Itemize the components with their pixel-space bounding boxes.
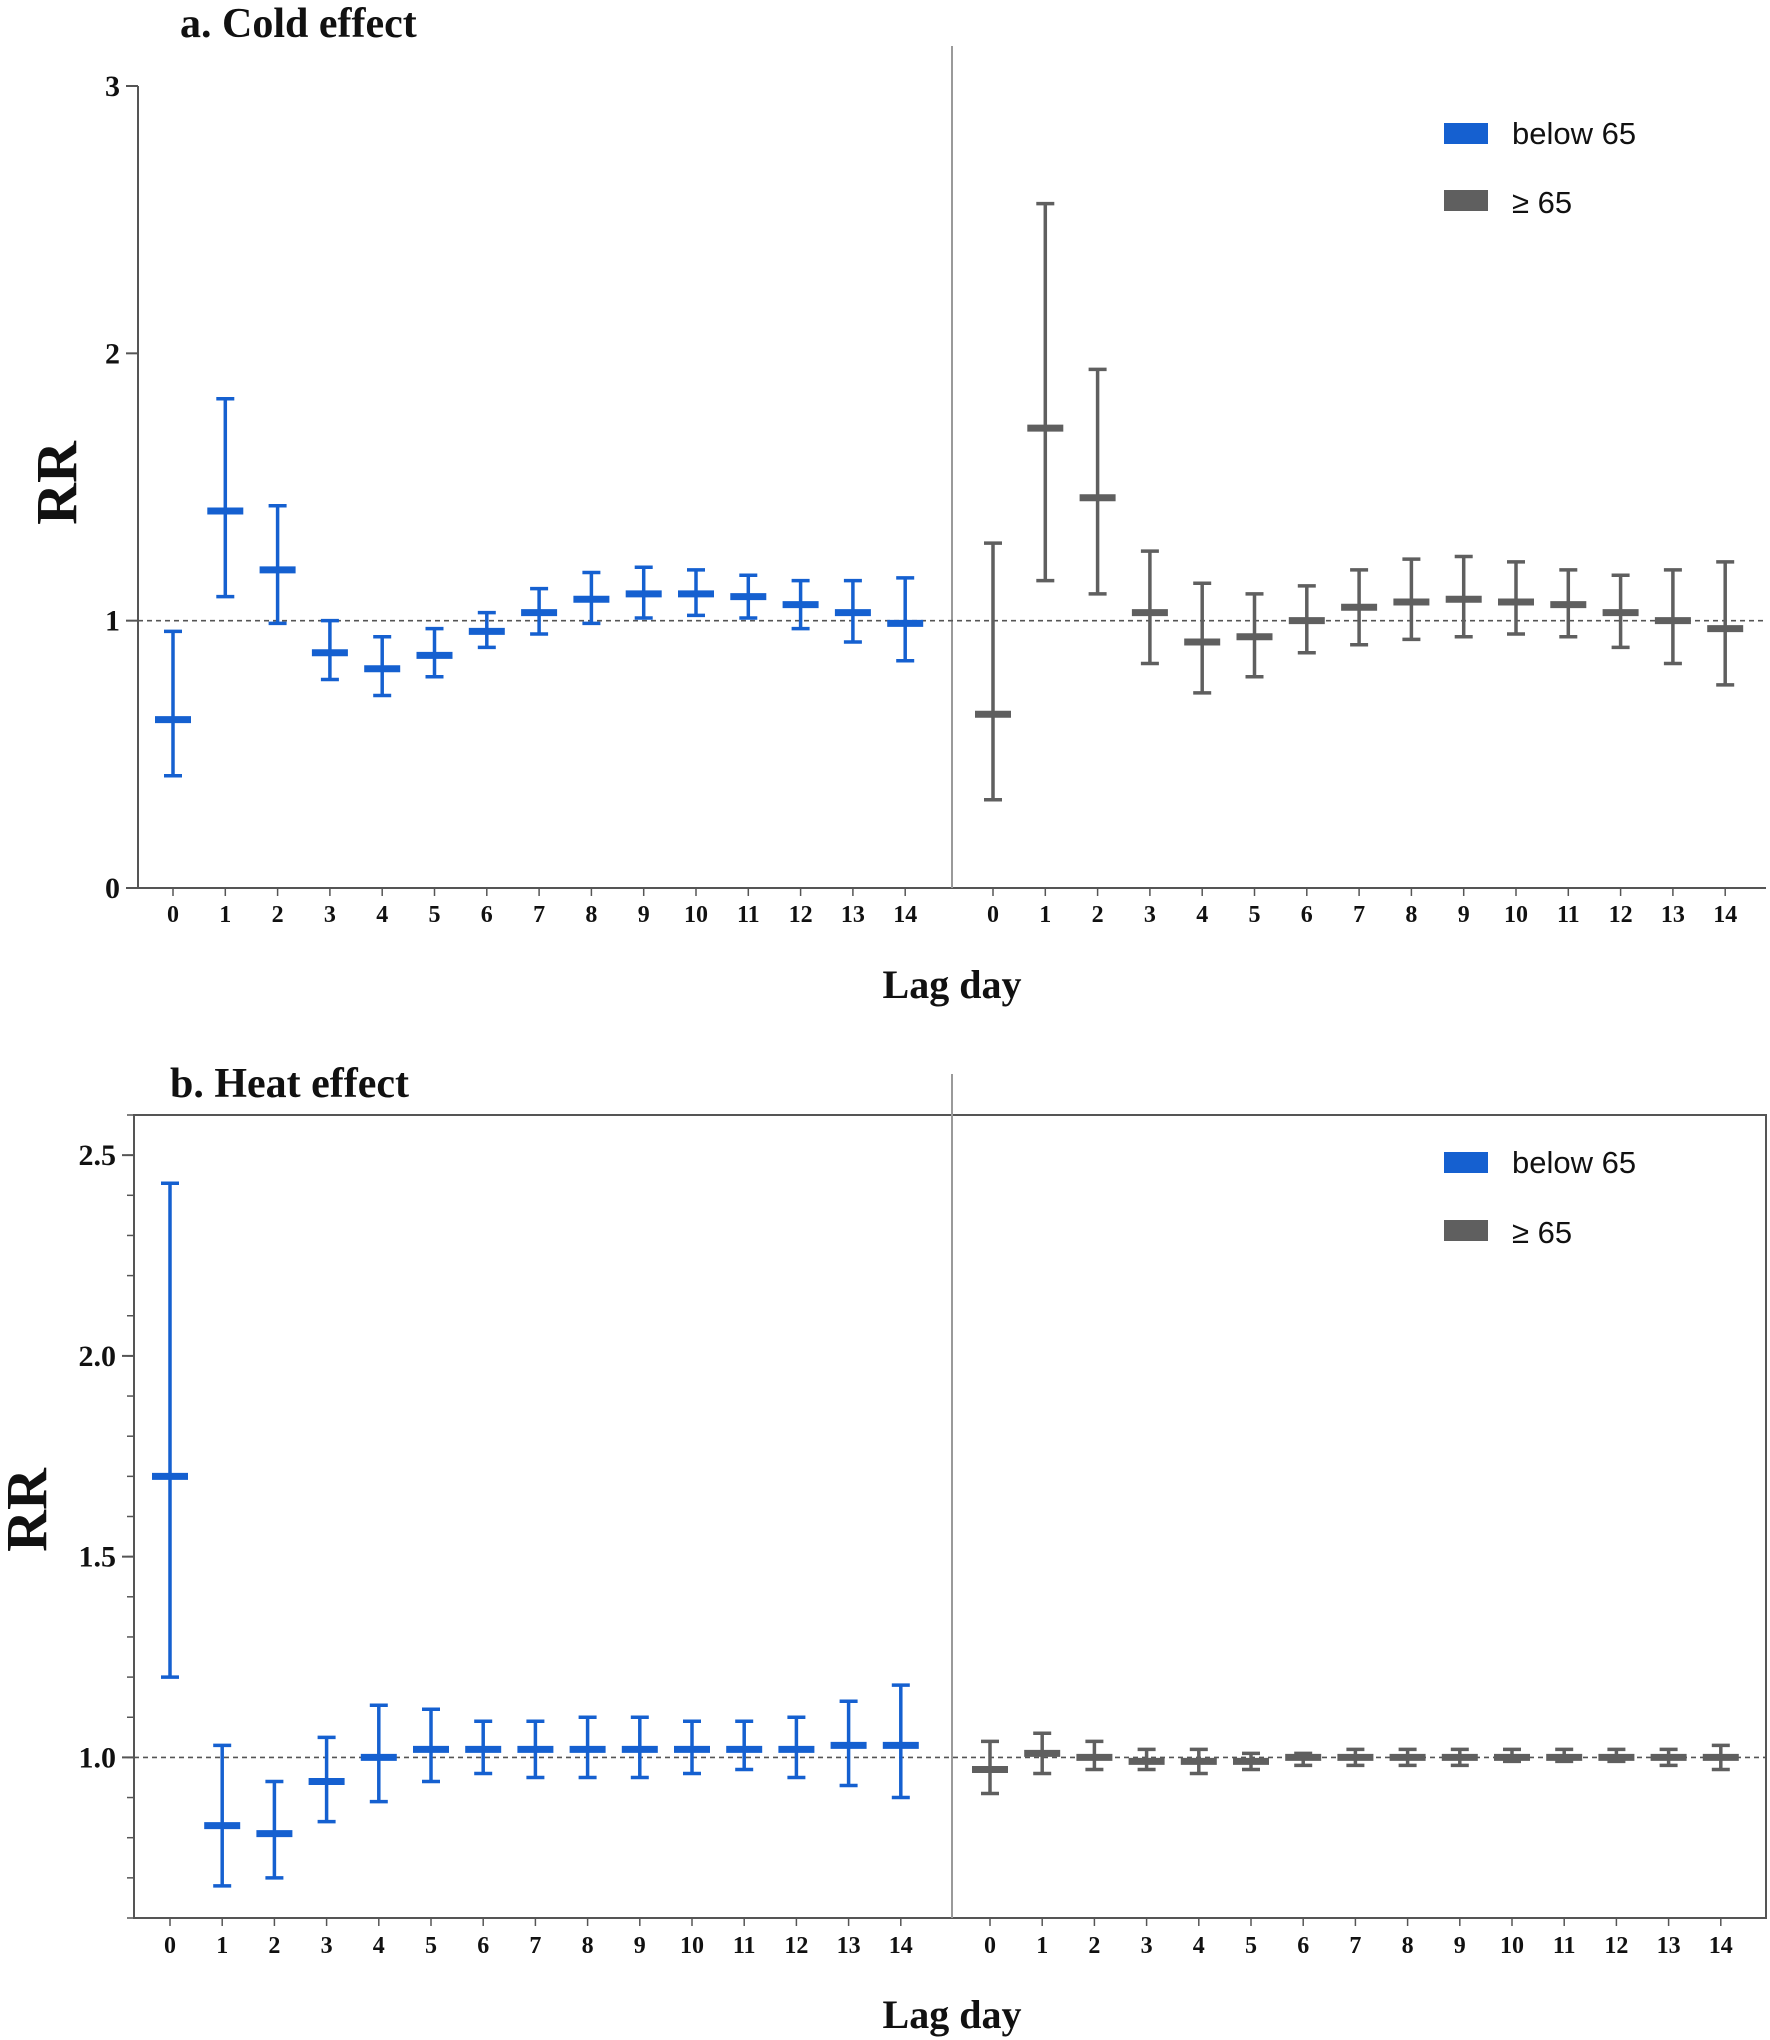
y-tick-label: 0 (105, 872, 120, 905)
x-tick-label: 11 (733, 1933, 756, 1959)
heat-effect-title: b. Heat effect (170, 1061, 409, 1107)
x-tick-label: 2 (1088, 1933, 1100, 1959)
x-tick-label: 8 (582, 1933, 594, 1959)
x-tick-label: 0 (984, 1933, 996, 1959)
x-tick-label: 8 (585, 902, 597, 928)
x-tick-label: 9 (1458, 902, 1470, 928)
x-tick-label: 11 (737, 902, 760, 928)
cold-legend: below 65 ≥ 65 (1444, 116, 1636, 220)
x-tick-label: 8 (1405, 902, 1417, 928)
x-tick-label: 13 (1657, 1933, 1681, 1959)
x-tick-label: 14 (1713, 902, 1737, 928)
x-tick-label: 10 (680, 1933, 704, 1959)
x-tick-label: 4 (1193, 1933, 1205, 1959)
x-tick-label: 11 (1557, 902, 1580, 928)
heat-effect-panel: b. Heat effect RR Lag day 1.0 1.5 2.0 2.5 0… (0, 1061, 1767, 2037)
heat-legend: below 65 ≥ 65 (1444, 1145, 1636, 1250)
heat-legend-label-65-plus: ≥ 65 (1512, 1215, 1572, 1250)
y-tick-label: 2 (105, 337, 120, 370)
x-tick-label: 13 (1661, 902, 1685, 928)
y-tick-label: 3 (105, 70, 120, 103)
heat-error-bars (152, 1181, 1739, 1888)
cold-legend-label-below-65: below 65 (1512, 116, 1636, 151)
x-tick-label: 4 (1196, 902, 1208, 928)
x-tick-label: 5 (1245, 1933, 1257, 1959)
y-tick-label: 2.5 (79, 1139, 117, 1172)
x-tick-label: 13 (837, 1933, 861, 1959)
x-tick-label: 7 (529, 1933, 541, 1959)
x-tick-label: 6 (481, 902, 493, 928)
x-tick-label: 3 (324, 902, 336, 928)
x-tick-label: 12 (789, 902, 813, 928)
x-tick-label: 6 (1301, 902, 1313, 928)
x-tick-label: 12 (784, 1933, 808, 1959)
x-tick-label: 13 (841, 902, 865, 928)
y-tick-label: 1 (105, 605, 120, 638)
x-tick-label: 3 (321, 1933, 333, 1959)
x-tick-label: 5 (425, 1933, 437, 1959)
x-tick-label: 11 (1553, 1933, 1576, 1959)
x-tick-label: 14 (893, 902, 917, 928)
x-tick-label: 10 (684, 902, 708, 928)
cold-y-ticks: 0 1 2 3 (105, 70, 138, 905)
x-tick-label: 12 (1604, 1933, 1628, 1959)
x-tick-label: 0 (987, 902, 999, 928)
heat-legend-swatch-65-plus (1444, 1220, 1488, 1241)
cold-legend-label-65-plus: ≥ 65 (1512, 185, 1572, 220)
x-tick-label: 0 (167, 902, 179, 928)
y-tick-label: 1.5 (79, 1541, 117, 1574)
cold-x-axis-title: Lag day (883, 962, 1022, 1007)
x-tick-label: 0 (164, 1933, 176, 1959)
heat-x-axis-title: Lag day (883, 1992, 1022, 2037)
x-tick-label: 2 (268, 1933, 280, 1959)
x-tick-label: 7 (533, 902, 545, 928)
x-tick-label: 1 (216, 1933, 228, 1959)
x-tick-label: 7 (1349, 1933, 1361, 1959)
cold-y-axis-title: RR (24, 440, 89, 525)
x-tick-label: 2 (272, 902, 284, 928)
x-tick-label: 6 (1297, 1933, 1309, 1959)
x-tick-label: 4 (373, 1933, 385, 1959)
heat-legend-label-below-65: below 65 (1512, 1145, 1636, 1180)
x-tick-label: 1 (219, 902, 231, 928)
x-tick-label: 7 (1353, 902, 1365, 928)
heat-x-ticks: 0 1 2 3 4 5 6 7 8 9 10 11 12 13 14 0 1 2 3 4 5 6 7 8 9 10 11 12 13 14 (164, 1918, 1733, 1959)
cold-legend-swatch-65-plus (1444, 190, 1488, 211)
cold-error-bars (155, 201, 1744, 802)
x-tick-label: 14 (889, 1933, 913, 1959)
x-tick-label: 9 (634, 1933, 646, 1959)
cold-legend-swatch-below-65 (1444, 123, 1488, 144)
x-tick-label: 8 (1402, 1933, 1414, 1959)
x-tick-label: 6 (477, 1933, 489, 1959)
x-tick-label: 3 (1144, 902, 1156, 928)
x-tick-label: 1 (1039, 902, 1051, 928)
cold-effect-title: a. Cold effect (180, 1, 417, 47)
heat-y-axis-title: RR (0, 1467, 59, 1552)
x-tick-label: 4 (376, 902, 388, 928)
y-tick-label: 1.0 (79, 1741, 117, 1774)
x-tick-label: 1 (1036, 1933, 1048, 1959)
x-tick-label: 3 (1141, 1933, 1153, 1959)
x-tick-label: 10 (1504, 902, 1528, 928)
x-tick-label: 10 (1500, 1933, 1524, 1959)
x-tick-label: 2 (1092, 902, 1104, 928)
cold-x-ticks: 0 1 2 3 4 5 6 7 8 9 10 11 12 13 14 0 1 2 3 4 5 6 7 8 9 10 11 12 13 14 (167, 888, 1737, 928)
y-tick-label: 2.0 (79, 1340, 117, 1373)
x-tick-label: 12 (1609, 902, 1633, 928)
heat-legend-swatch-below-65 (1444, 1152, 1488, 1173)
x-tick-label: 5 (429, 902, 441, 928)
x-tick-label: 14 (1709, 1933, 1733, 1959)
heat-y-ticks: 1.0 1.5 2.0 2.5 (79, 1114, 134, 1919)
x-tick-label: 9 (638, 902, 650, 928)
x-tick-label: 5 (1249, 902, 1261, 928)
x-tick-label: 9 (1454, 1933, 1466, 1959)
